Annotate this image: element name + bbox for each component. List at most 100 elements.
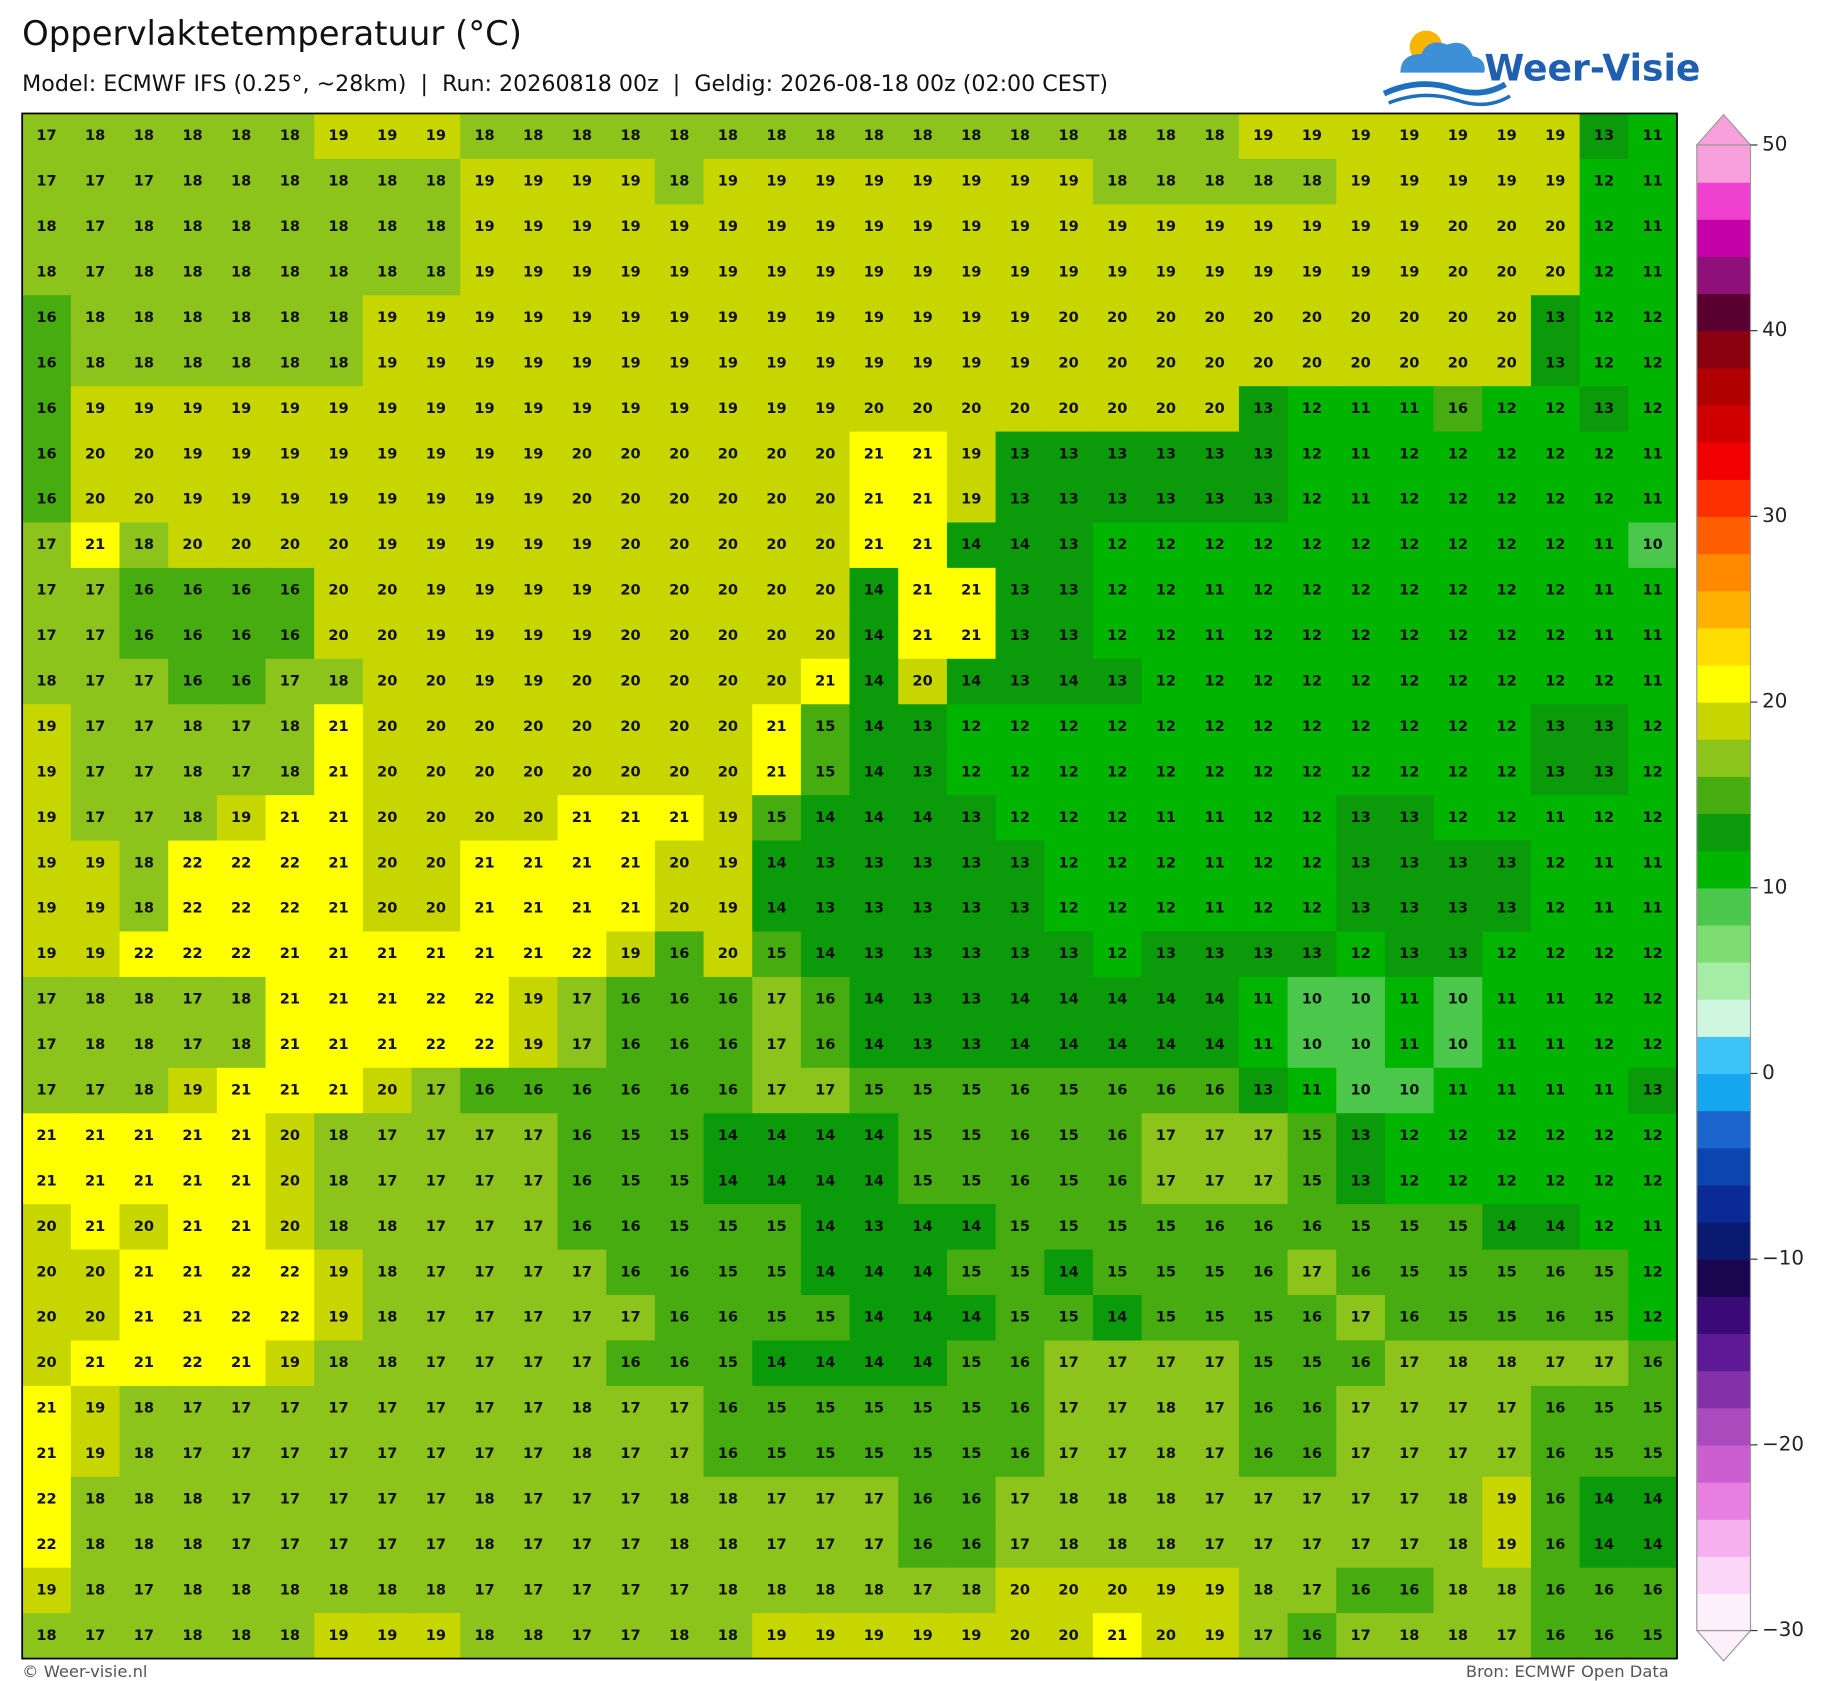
cell [362,1022,413,1069]
cell-value: 18 [231,173,251,190]
cell [460,386,510,433]
cell [946,840,997,887]
cell-value: 20 [377,582,397,599]
cell-value: 20 [426,809,446,826]
cell-value: 20 [134,1218,154,1235]
cell-value: 14 [864,1127,884,1144]
cell [1287,249,1337,296]
cell-value: 12 [1545,1127,1565,1144]
cell-value: 15 [912,1400,932,1417]
cell [411,567,461,615]
cell-value: 19 [1496,1536,1516,1553]
cell-value: 21 [474,854,494,871]
cell-value: 15 [815,1309,835,1326]
cell [800,613,851,660]
cell [800,1295,851,1342]
cell-value: 19 [426,309,446,326]
cell-value: 13 [1399,854,1419,871]
cell [1579,1295,1629,1342]
cell [1628,249,1678,296]
cell [703,749,753,796]
colorbar-segment [1696,1519,1751,1557]
cell-value: 20 [572,673,592,690]
cell [508,431,559,478]
cell-value: 19 [36,809,56,826]
cell-value: 12 [1010,809,1030,826]
cell-value: 16 [718,991,738,1008]
colorbar-segment [1696,330,1751,369]
cell-value: 20 [1156,309,1176,326]
cell [1190,386,1240,433]
cell [654,1476,705,1523]
cell-value: 15 [1058,1218,1078,1235]
cell-value: 21 [815,673,835,690]
cell [654,522,705,569]
cell [995,1476,1045,1523]
cell [557,1204,607,1251]
cell [265,976,315,1024]
cell [898,1522,948,1569]
cell [362,1476,413,1523]
cell [1579,886,1629,933]
cell [1530,1385,1581,1433]
cell-value: 20 [134,445,154,462]
cell [898,249,948,296]
cell [1482,1613,1532,1660]
cell [1287,886,1337,933]
cell-value: 18 [328,173,348,190]
cell-value: 12 [1642,991,1662,1008]
cell [946,204,997,251]
cell [1384,431,1435,478]
cell [1579,1158,1629,1205]
cell [22,431,72,478]
cell [1482,113,1532,160]
cell-value: 15 [815,718,835,735]
cell [703,431,753,478]
cell [119,795,169,842]
cell [70,749,121,796]
cell-value: 16 [1302,1309,1322,1326]
cell-value: 17 [231,1536,251,1553]
cell-value: 22 [134,945,154,962]
cell-value: 16 [572,1127,592,1144]
cell-value: 18 [1156,127,1176,144]
cell-value: 19 [1156,264,1176,281]
map-frame [21,112,1678,1660]
cell-value: 19 [912,354,932,371]
cell-value: 12 [1642,763,1662,780]
cell-value: 19 [231,400,251,417]
cell [216,840,267,887]
cell [1287,431,1337,478]
cell [1190,795,1240,842]
cell-value: 18 [1058,1491,1078,1508]
cell [1384,113,1435,160]
cell-value: 18 [134,1036,154,1053]
cell [752,1385,802,1433]
cell [265,386,315,433]
cell [1530,477,1581,524]
cell [508,204,559,251]
cell [508,340,559,387]
cell [1287,522,1337,569]
cell [800,1613,851,1660]
cell-value: 19 [718,173,738,190]
cell [1190,431,1240,478]
cell-value: 12 [1302,673,1322,690]
cell-value: 19 [36,1581,56,1598]
cell [508,1340,559,1387]
cell-value: 16 [961,1491,981,1508]
cell-value: 13 [1107,491,1127,508]
cell [411,477,461,524]
cell-value: 20 [620,491,640,508]
cell [119,1204,169,1251]
colorbar-tick-label: 10 [1762,875,1787,898]
cell-value: 20 [1496,354,1516,371]
cell-value: 13 [1594,127,1614,144]
cell-value: 21 [36,1172,56,1189]
cell-value: 13 [1010,582,1030,599]
cell-value: 16 [182,582,202,599]
cell [898,340,948,387]
cell-value: 19 [377,536,397,553]
cell [216,1522,267,1569]
cell [216,158,267,206]
